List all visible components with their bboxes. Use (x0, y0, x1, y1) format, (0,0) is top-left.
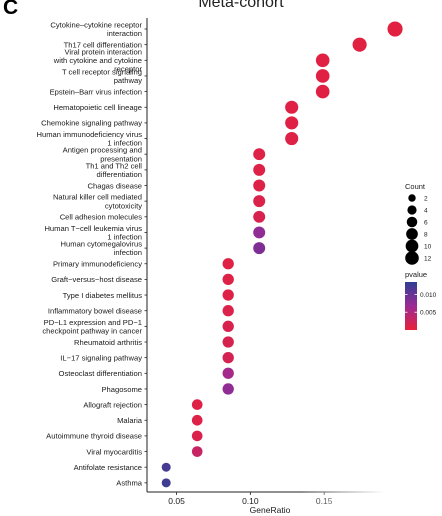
y-axis-labels: Cytokine–cytokine receptor interactionTh1… (36, 21, 147, 488)
y-tick-label: Osteoclast differentiation (59, 369, 142, 378)
data-point (352, 37, 367, 52)
y-tick-label: Viral protein interaction with cytokine a… (53, 48, 143, 74)
y-tick-label: Antifolate resistance (74, 463, 142, 472)
data-point (222, 273, 234, 286)
y-tick-label: Asthma (116, 479, 143, 488)
y-tick-label: Human T−cell leukemia virus 1 infection (44, 224, 142, 242)
y-tick-label: Th1 and Th2 cell differentiation (86, 161, 143, 179)
data-point (191, 430, 203, 442)
y-tick-label: Cell adhesion molecules (60, 213, 143, 222)
data-point (285, 116, 299, 130)
y-tick-label: Primary immunodeficiency (53, 260, 142, 269)
data-point (285, 100, 299, 114)
data-point (161, 462, 171, 472)
x-tick-label: 0.10 (242, 496, 259, 506)
count-legend-key (405, 251, 419, 265)
data-point (222, 305, 234, 317)
data-point (222, 258, 234, 270)
count-legend-label: 12 (424, 256, 432, 263)
data-point (161, 478, 171, 488)
data-point (387, 21, 403, 37)
data-point (315, 84, 330, 99)
data-point (253, 210, 266, 223)
y-tick-label: Human cytomegalovirus infection (61, 240, 143, 258)
y-tick-label: Graft−versus−host disease (51, 275, 142, 284)
data-point (222, 289, 234, 301)
y-tick-label: IL−17 signaling pathway (60, 353, 142, 362)
count-legend-label: 8 (424, 232, 428, 239)
count-legend-key (406, 216, 418, 228)
count-legend-label: 10 (424, 244, 432, 251)
y-tick-label: Autoimmune thyroid disease (46, 432, 142, 441)
y-tick-label: Epstein–Barr virus infection (50, 87, 142, 96)
y-tick-label: Antigen processing and presentation (63, 146, 142, 164)
y-tick-label: Chagas disease (88, 181, 142, 190)
count-legend-label: 6 (424, 220, 428, 227)
data-point (222, 351, 234, 364)
y-tick-label: Cytokine–cytokine receptor interaction (50, 21, 142, 39)
y-tick-label: Viral myocarditis (86, 447, 142, 456)
data-point (253, 242, 266, 255)
y-tick-label: Type I diabetes mellitus (63, 291, 143, 300)
y-tick-label: PD−L1 expression and PD−1 checkpoint path… (42, 318, 142, 336)
count-legend: Count 2 4 6 8 10 12 (405, 182, 432, 265)
pvalue-legend: pvalue 0.010 0.005 (405, 270, 437, 330)
count-legend-title: Count (405, 182, 426, 191)
data-point (222, 383, 234, 395)
data-point (285, 131, 299, 146)
y-tick-label: Chemokine signaling pathway (41, 119, 142, 128)
y-tick-label: T cell receptor signaling pathway (62, 67, 142, 85)
pvalue-colorbar (405, 282, 417, 330)
data-point (191, 446, 203, 457)
count-legend-key (405, 239, 419, 253)
count-legend-label: 4 (424, 208, 428, 215)
y-tick-label: Allograft rejection (83, 400, 142, 409)
plot-frame (146, 18, 428, 493)
count-legend-key (408, 194, 416, 202)
y-tick-label: Hematopoietic cell lineage (53, 103, 142, 112)
data-point (253, 179, 266, 192)
y-tick-label: Th17 cell differentiation (64, 40, 142, 49)
y-tick-label: Malaria (117, 416, 143, 425)
chart-title: Meta-cohort (198, 0, 284, 11)
y-tick-label: Rheumatoid arthritis (74, 338, 142, 347)
data-point (191, 399, 203, 410)
panel-letter: C (3, 0, 19, 19)
pvalue-legend-label: 0.010 (420, 292, 437, 299)
pvalue-legend-title: pvalue (405, 270, 427, 279)
y-tick-label: Human immunodeficiency virus 1 infection (36, 130, 142, 148)
y-tick-label: Inflammatory bowel disease (48, 307, 142, 316)
data-point (222, 320, 234, 333)
pvalue-legend-label: 0.005 (420, 310, 437, 317)
fade-overlay (300, 478, 442, 516)
x-axis-title: GeneRatio (250, 505, 291, 515)
data-point (253, 226, 266, 239)
data-point (315, 69, 330, 83)
data-point (253, 148, 266, 161)
x-tick-label: 0.05 (168, 496, 185, 506)
data-points (161, 21, 403, 488)
count-legend-key (406, 228, 418, 240)
data-point (222, 367, 234, 379)
data-point (315, 53, 330, 68)
data-point (191, 414, 203, 426)
data-point (253, 195, 266, 208)
data-point (253, 163, 266, 176)
y-tick-label: Phagosome (101, 385, 142, 394)
data-point (222, 336, 234, 348)
y-tick-label: Natural killer cell mediated cytotoxicity (53, 193, 142, 211)
count-legend-key (407, 205, 417, 215)
count-legend-label: 2 (424, 196, 428, 203)
